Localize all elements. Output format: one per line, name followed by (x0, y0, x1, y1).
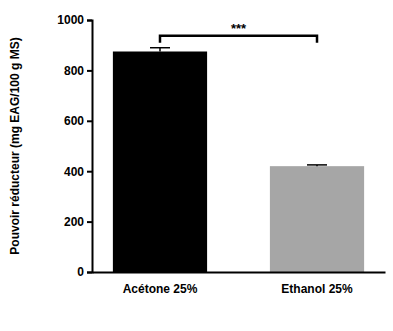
y-tick: 0 (77, 265, 92, 279)
y-tick-mark (87, 20, 92, 22)
chart: 0 200 400 600 800 1000 Acétone 25% Ethanol 25% P… (0, 0, 393, 331)
y-tick-mark (87, 70, 92, 72)
y-tick-label: 1000 (57, 13, 84, 27)
y-axis-line (87, 21, 93, 273)
x-axis: Acétone 25% Ethanol 25% (93, 272, 386, 296)
y-axis: 0 200 400 600 800 1000 (57, 13, 92, 279)
y-tick: 400 (64, 165, 92, 179)
y-tick-mark (87, 272, 92, 274)
y-tick: 200 (64, 215, 92, 229)
y-tick-mark (87, 120, 92, 122)
y-tick-label: 400 (64, 165, 84, 179)
x-tick-label: Ethanol 25% (281, 282, 353, 296)
x-tick: Acétone 25% (123, 272, 198, 296)
error-bar (307, 165, 327, 166)
plot-area (113, 48, 364, 272)
y-tick-label: 800 (64, 64, 84, 78)
y-tick-mark (87, 171, 92, 173)
bar (270, 166, 364, 272)
y-tick-label: 200 (64, 215, 84, 229)
x-tick: Ethanol 25% (281, 272, 353, 296)
bar (113, 52, 207, 273)
y-tick: 600 (64, 114, 92, 128)
error-bar (150, 48, 170, 52)
y-tick: 1000 (57, 13, 92, 27)
x-tick-label: Acétone 25% (123, 282, 198, 296)
y-tick: 800 (64, 64, 92, 78)
significance-bracket (160, 36, 317, 43)
y-tick-mark (87, 221, 92, 223)
error-bar-cap (150, 47, 170, 49)
y-tick-label: 600 (64, 114, 84, 128)
y-tick-label: 0 (77, 265, 84, 279)
error-bar-cap (307, 164, 327, 166)
x-axis-line (93, 272, 386, 274)
significance-label: *** (231, 21, 247, 36)
y-axis-title: Pouvoir réducteur (mg EAG/100 g MS) (8, 37, 22, 254)
